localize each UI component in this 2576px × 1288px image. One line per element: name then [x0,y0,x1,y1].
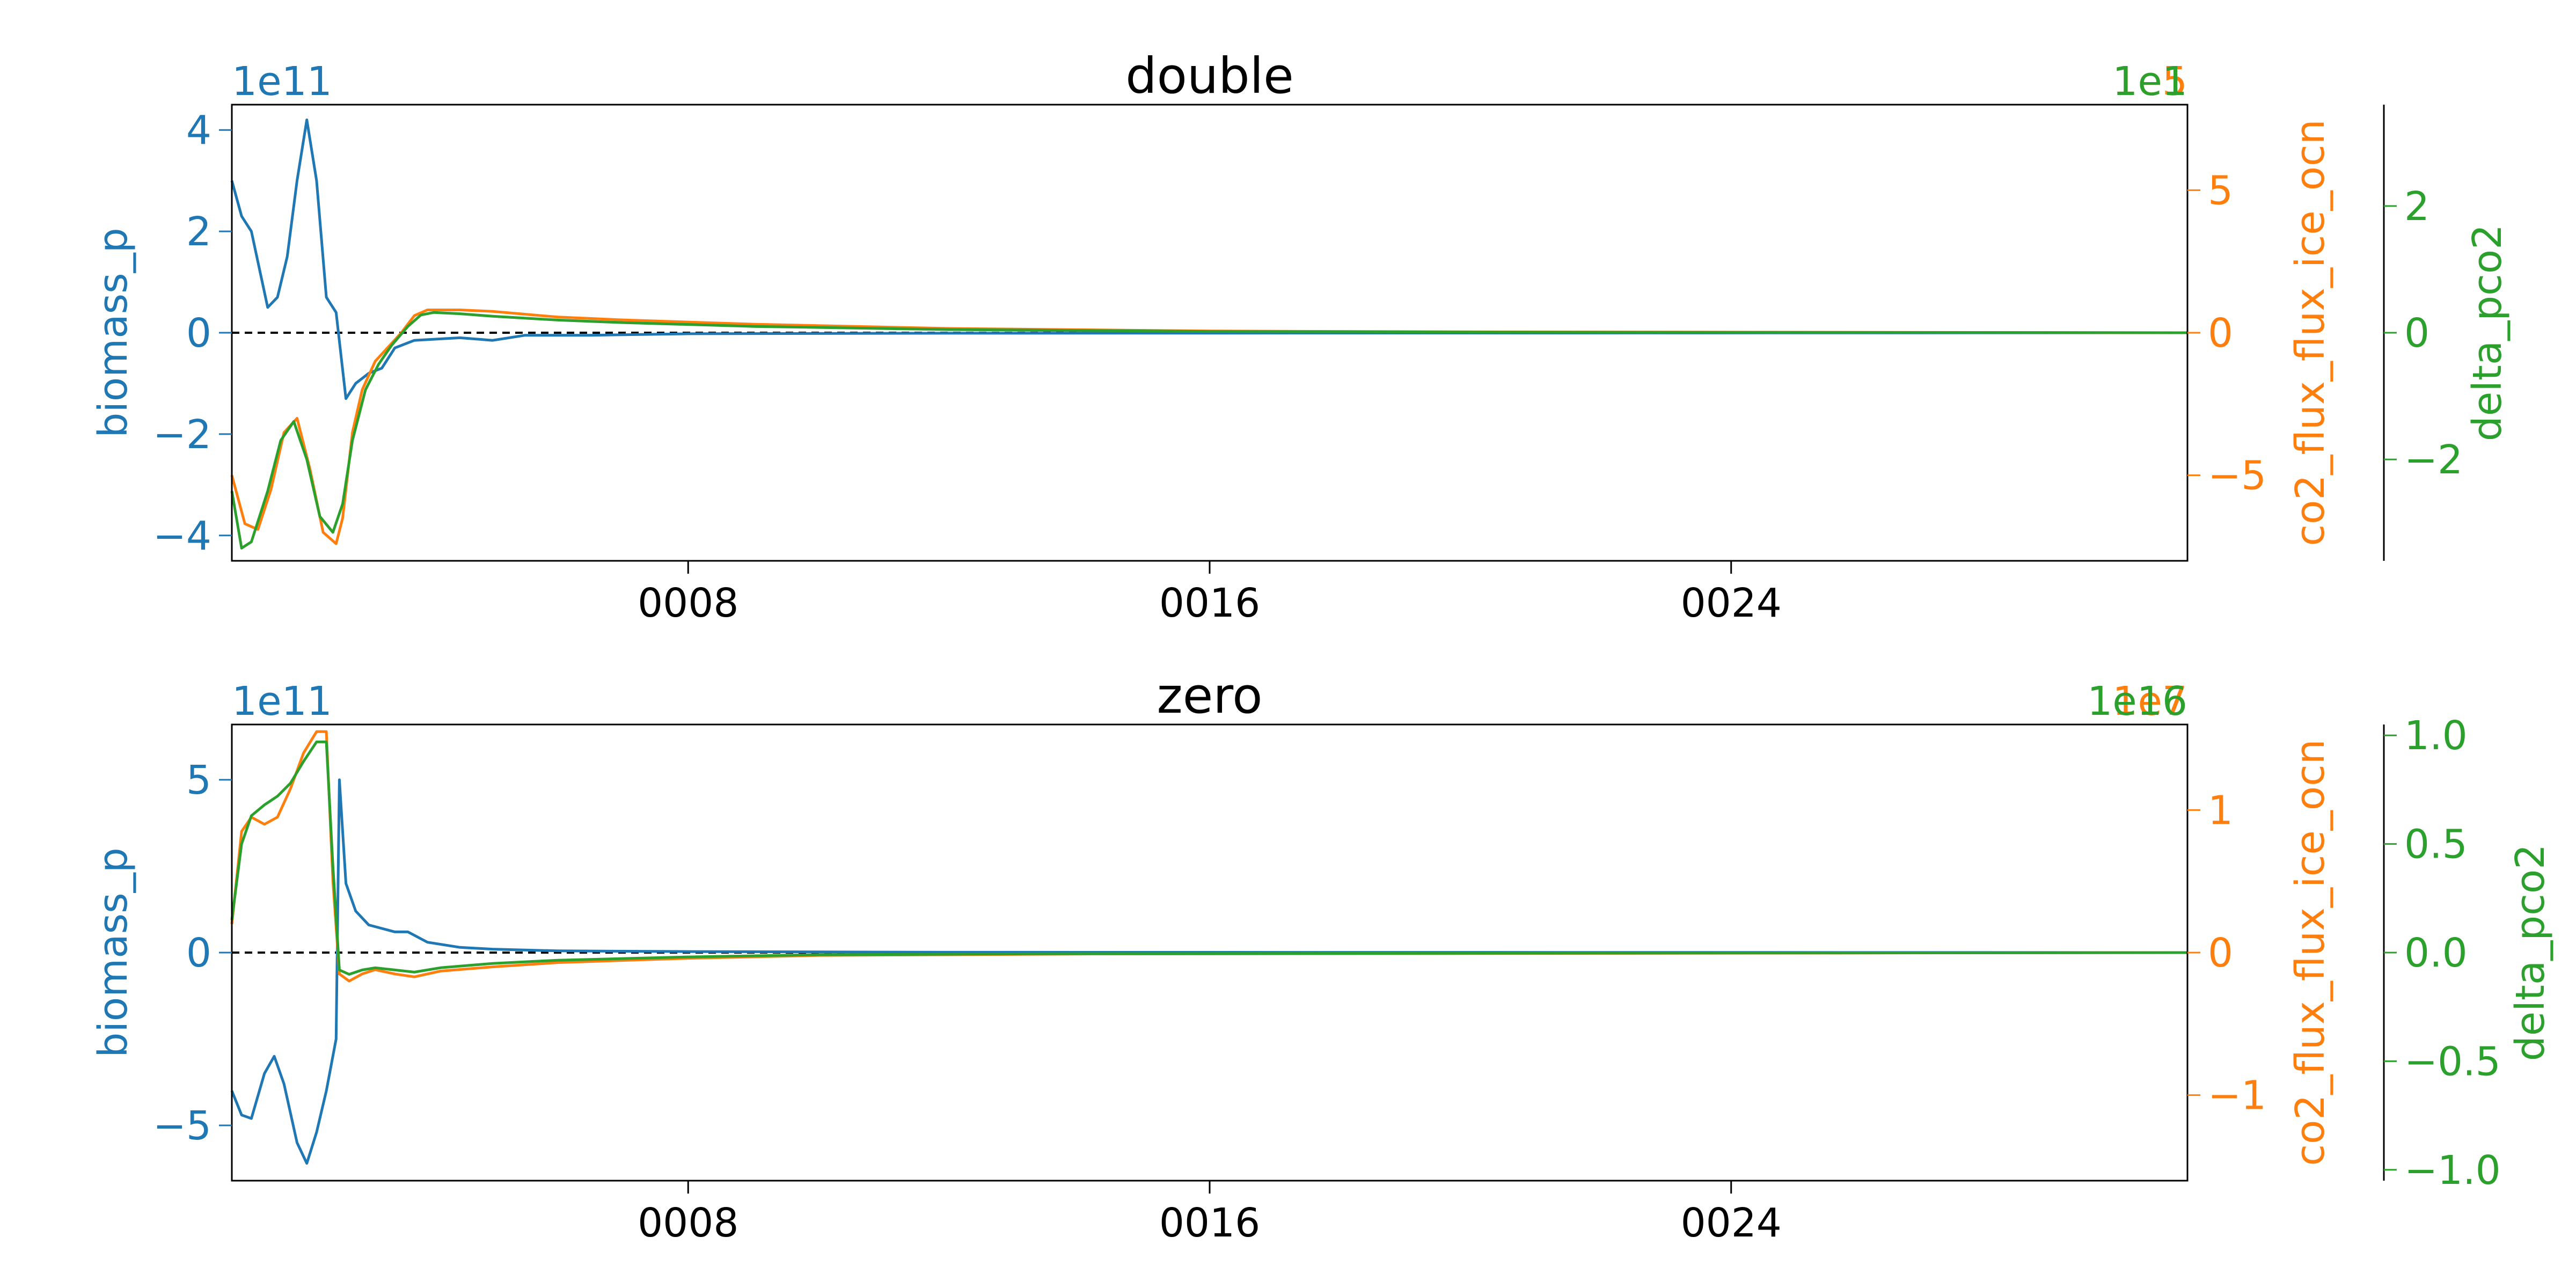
right2-axis-label: delta_pco2 [2507,844,2553,1061]
x-tick-label: 0024 [1681,1200,1782,1246]
left-offset-text: 1e11 [232,58,332,105]
panel-title: zero [1157,667,1263,724]
right-tick-label: 1 [2208,787,2233,833]
left-axis-label: biomass_p [90,228,136,437]
x-tick-label: 0024 [1681,580,1782,626]
panel-title: double [1125,47,1294,105]
x-tick-label: 0016 [1159,1200,1260,1246]
right-tick-label: −1 [2208,1073,2266,1119]
right-offset-text: 1e5 [2112,58,2187,105]
left-tick-label: 0 [186,310,211,356]
series-line-left [230,118,2188,400]
left-tick-label: 0 [186,930,211,976]
right-offset-text: 1e7 [2112,678,2187,724]
left-axis-label: biomass_p [90,847,136,1057]
x-tick-label: 0008 [638,580,738,626]
series-line-left [230,778,2188,1165]
right2-tick-label: 2 [2404,184,2429,230]
right-tick-label: 0 [2208,930,2233,976]
left-tick-label: 4 [186,107,211,153]
right2-axis-label: delta_pco2 [2464,224,2511,441]
right2-tick-label: −1.0 [2404,1147,2501,1194]
left-tick-label: −2 [153,412,211,458]
right-axis-label: co2_flux_flux_ice_ocn [2287,119,2333,546]
right2-tick-label: 0 [2404,310,2429,356]
series-line-right2 [230,311,2188,550]
series-line-right2 [230,740,2188,976]
panel-double: double 0008 0016 0024 −4 −2 0 2 4 1e11 biomass_p −5… [90,47,2511,626]
right2-tick-label: 0.5 [2404,822,2468,868]
series-line-right [230,730,2188,983]
left-tick-label: −4 [153,513,211,559]
x-tick-label: 0016 [1159,580,1260,626]
left-offset-text: 1e11 [232,678,332,724]
left-tick-label: −5 [153,1103,211,1149]
left-tick-label: 5 [186,757,211,803]
x-tick-label: 0008 [638,1200,738,1246]
right2-offset-text: 1e16 [2087,678,2187,724]
right2-tick-label: −2 [2404,437,2463,483]
right2-tick-label: 1.0 [2404,713,2468,759]
right-tick-label: 0 [2208,310,2233,356]
panel-zero: zero 0008 0016 0024 −5 0 5 1e11 biomass_p −1 0 1 1e7… [90,667,2553,1246]
left-tick-label: 2 [186,209,211,255]
right-tick-label: −5 [2208,453,2266,499]
series-line-right [230,309,2188,545]
right2-tick-label: −0.5 [2404,1038,2501,1085]
right-tick-label: 5 [2208,167,2233,214]
right-axis-label: co2_flux_flux_ice_ocn [2287,739,2333,1166]
right2-tick-label: 0.0 [2404,930,2468,976]
right2-offset-text: 1e1 [2112,58,2187,105]
